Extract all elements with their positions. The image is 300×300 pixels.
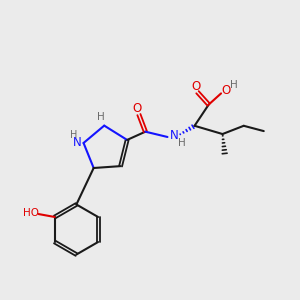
Text: H: H [98,112,105,122]
Text: O: O [191,80,201,93]
Text: H: H [230,80,237,90]
Text: HO: HO [23,208,39,218]
Text: O: O [133,102,142,115]
Text: H: H [70,130,77,140]
Text: H: H [178,139,185,148]
Text: N: N [73,136,81,149]
Text: N: N [169,129,178,142]
Text: O: O [222,84,231,97]
